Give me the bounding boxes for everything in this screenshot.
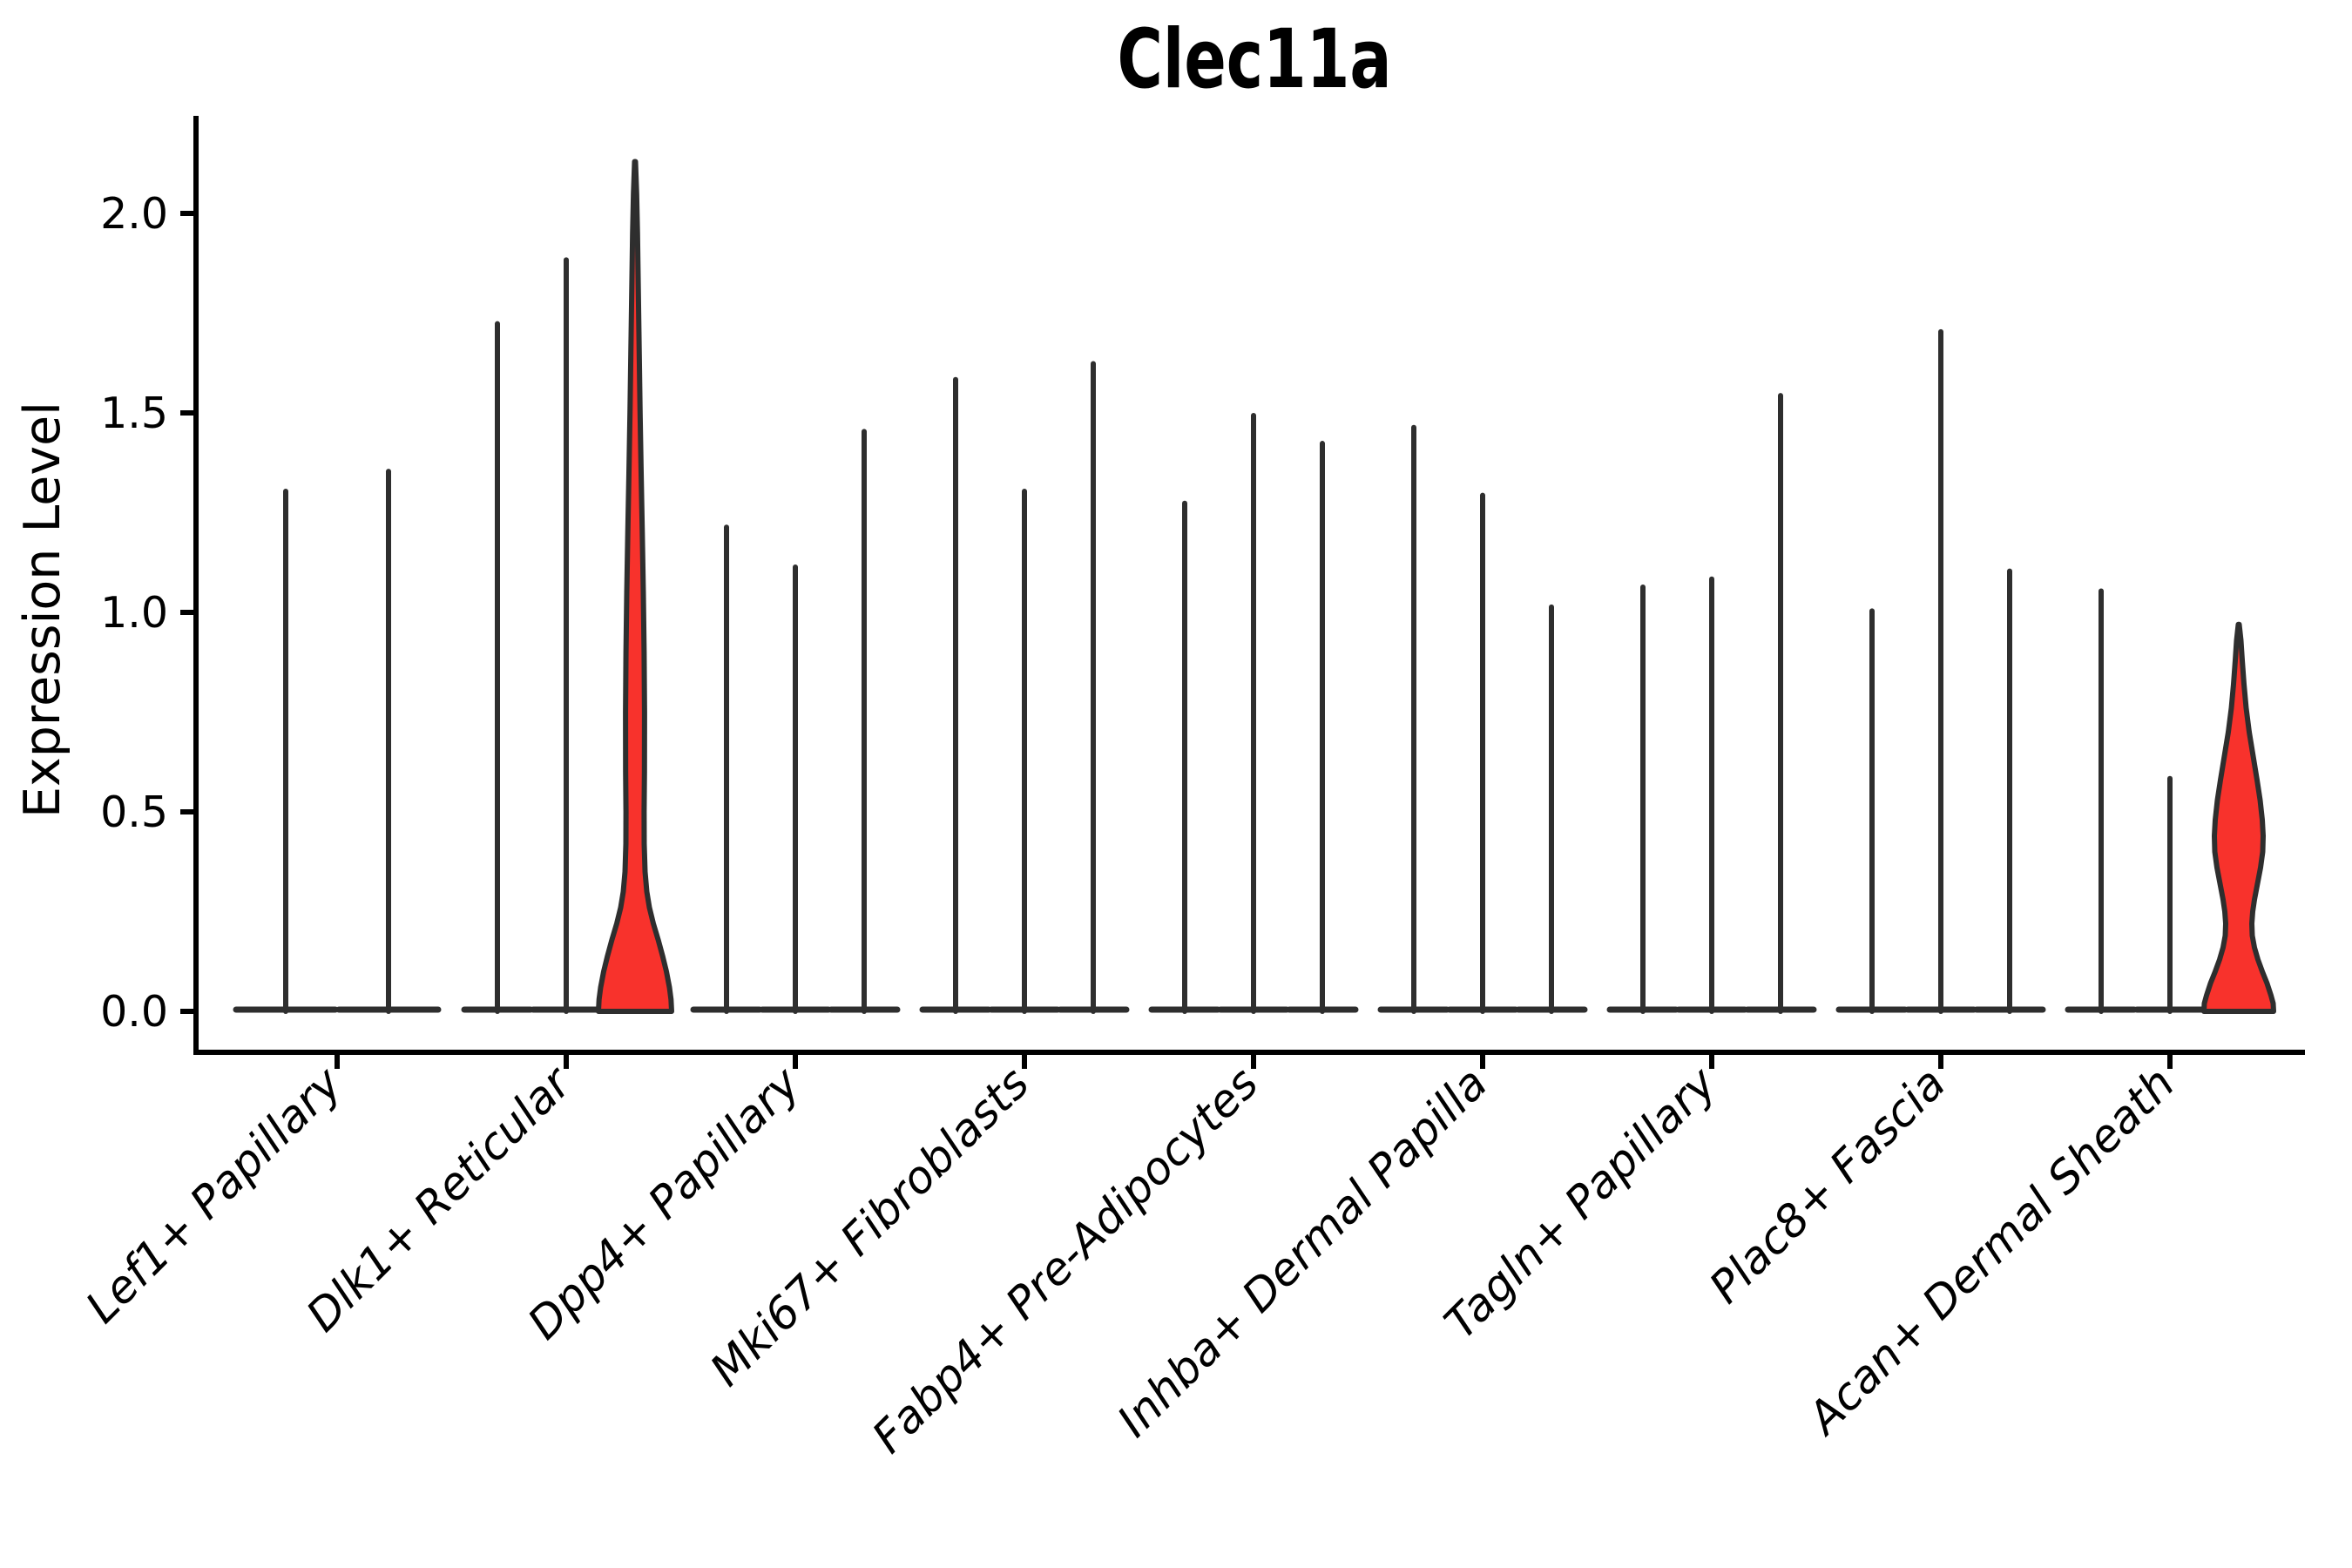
violin-series: [233, 159, 2276, 1014]
y-tick-label: 2.0: [100, 189, 168, 239]
chart-title: Clec11a: [1118, 12, 1392, 107]
x-tick-label: Acan+ Dermal Sheath: [1797, 1058, 2185, 1445]
y-tick-label: 1.5: [100, 389, 168, 438]
violin-filled: [2201, 621, 2276, 1014]
y-axis-label: Expression Level: [14, 402, 71, 818]
y-tick-label: 0.0: [100, 987, 168, 1037]
x-tick-label: Plac8+ Fascia: [1700, 1058, 1957, 1314]
x-tick-label: Fabp4+ Pre-Adipocytes: [863, 1058, 1269, 1463]
violin-filled: [596, 159, 674, 1014]
x-tick-label: Inhba+ Dermal Papilla: [1108, 1058, 1497, 1447]
y-tick-label: 0.5: [100, 787, 168, 837]
y-tick-label: 1.0: [100, 588, 168, 638]
